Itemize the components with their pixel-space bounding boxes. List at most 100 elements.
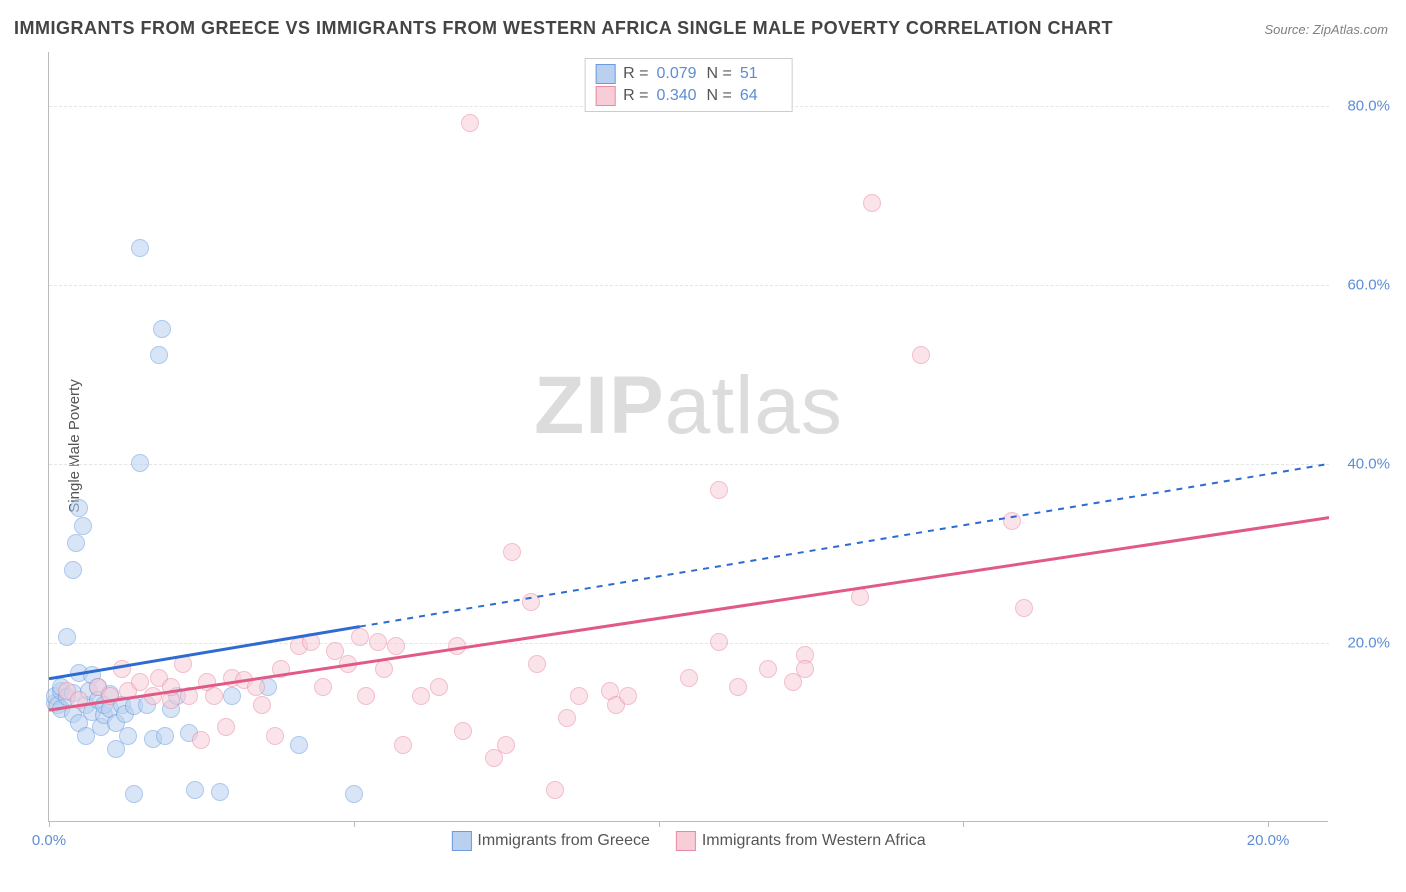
data-point-greece [58, 628, 76, 646]
data-point-wafrica [796, 660, 814, 678]
data-point-wafrica [412, 687, 430, 705]
data-point-wafrica [851, 588, 869, 606]
x-tick [1268, 821, 1269, 827]
data-point-wafrica [266, 727, 284, 745]
legend-row-wafrica: R = 0.340 N = 64 [595, 85, 782, 107]
data-point-wafrica [375, 660, 393, 678]
data-point-wafrica [528, 655, 546, 673]
plot-area: ZIPatlas 20.0%40.0%60.0%80.0%0.0%20.0% R… [48, 52, 1328, 822]
x-tick [659, 821, 660, 827]
data-point-wafrica [461, 114, 479, 132]
data-point-wafrica [710, 481, 728, 499]
data-point-wafrica [570, 687, 588, 705]
data-point-wafrica [247, 678, 265, 696]
data-point-wafrica [522, 593, 540, 611]
data-point-greece [345, 785, 363, 803]
correlation-legend: R = 0.079 N = 51 R = 0.340 N = 64 [584, 58, 793, 112]
n-value-wafrica: 64 [740, 85, 782, 107]
data-point-wafrica [759, 660, 777, 678]
data-point-greece [211, 783, 229, 801]
data-point-wafrica [205, 687, 223, 705]
n-value-greece: 51 [740, 63, 782, 85]
y-tick-label: 80.0% [1335, 97, 1390, 114]
y-tick-label: 40.0% [1335, 455, 1390, 472]
gridline [49, 464, 1329, 465]
data-point-wafrica [351, 628, 369, 646]
y-tick-label: 20.0% [1335, 634, 1390, 651]
legend-item-greece: Immigrants from Greece [451, 831, 649, 851]
data-point-greece [131, 454, 149, 472]
data-point-wafrica [272, 660, 290, 678]
data-point-wafrica [302, 633, 320, 651]
data-point-wafrica [70, 691, 88, 709]
legend-item-wafrica: Immigrants from Western Africa [676, 831, 926, 851]
data-point-greece [150, 346, 168, 364]
watermark: ZIPatlas [534, 359, 843, 453]
data-point-wafrica [912, 346, 930, 364]
data-point-wafrica [619, 687, 637, 705]
data-point-wafrica [497, 736, 515, 754]
data-point-wafrica [680, 669, 698, 687]
x-tick-label: 20.0% [1247, 832, 1290, 849]
data-point-wafrica [1003, 512, 1021, 530]
data-point-wafrica [339, 655, 357, 673]
data-point-greece [156, 727, 174, 745]
x-tick [963, 821, 964, 827]
data-point-greece [64, 561, 82, 579]
data-point-wafrica [546, 781, 564, 799]
x-tick-label: 0.0% [32, 832, 66, 849]
data-point-wafrica [192, 731, 210, 749]
data-point-greece [153, 320, 171, 338]
data-point-wafrica [710, 633, 728, 651]
n-label: N = [707, 63, 732, 85]
data-point-wafrica [448, 637, 466, 655]
data-point-greece [125, 785, 143, 803]
data-point-greece [70, 499, 88, 517]
gridline [49, 285, 1329, 286]
source-attribution: Source: ZipAtlas.com [1264, 22, 1388, 37]
series-legend: Immigrants from Greece Immigrants from W… [451, 831, 925, 851]
watermark-bold: ZIP [534, 360, 665, 451]
data-point-wafrica [357, 687, 375, 705]
swatch-greece [595, 64, 615, 84]
data-point-wafrica [369, 633, 387, 651]
data-point-greece [186, 781, 204, 799]
data-point-wafrica [729, 678, 747, 696]
data-point-wafrica [430, 678, 448, 696]
data-point-wafrica [162, 678, 180, 696]
r-value-wafrica: 0.340 [657, 85, 699, 107]
data-point-greece [290, 736, 308, 754]
swatch-greece [451, 831, 471, 851]
r-label: R = [623, 63, 648, 85]
data-point-wafrica [387, 637, 405, 655]
legend-label-greece: Immigrants from Greece [477, 832, 649, 850]
data-point-greece [131, 239, 149, 257]
data-point-greece [67, 534, 85, 552]
r-label: R = [623, 85, 648, 107]
watermark-thin: atlas [665, 360, 843, 451]
x-tick [49, 821, 50, 827]
legend-label-wafrica: Immigrants from Western Africa [702, 832, 926, 850]
data-point-wafrica [1015, 599, 1033, 617]
data-point-wafrica [180, 687, 198, 705]
data-point-wafrica [217, 718, 235, 736]
data-point-wafrica [394, 736, 412, 754]
x-tick [354, 821, 355, 827]
data-point-wafrica [253, 696, 271, 714]
chart-title: IMMIGRANTS FROM GREECE VS IMMIGRANTS FRO… [14, 18, 1113, 39]
data-point-greece [74, 517, 92, 535]
n-label: N = [707, 85, 732, 107]
r-value-greece: 0.079 [657, 63, 699, 85]
data-point-greece [119, 727, 137, 745]
data-point-wafrica [863, 194, 881, 212]
data-point-wafrica [558, 709, 576, 727]
y-tick-label: 60.0% [1335, 276, 1390, 293]
data-point-wafrica [174, 655, 192, 673]
swatch-wafrica [595, 86, 615, 106]
data-point-wafrica [101, 687, 119, 705]
swatch-wafrica [676, 831, 696, 851]
data-point-wafrica [454, 722, 472, 740]
data-point-wafrica [144, 687, 162, 705]
gridline [49, 643, 1329, 644]
data-point-greece [223, 687, 241, 705]
